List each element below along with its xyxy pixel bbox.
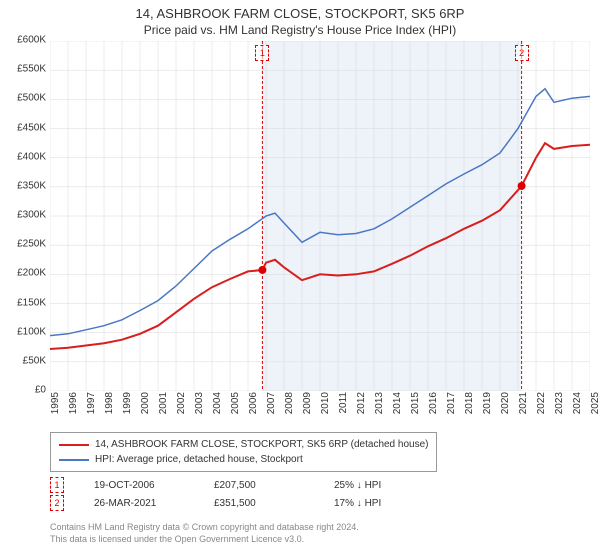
x-tick-label: 2014: [392, 392, 403, 414]
marker-label: 2: [515, 45, 529, 61]
chart-container: 14, ASHBROOK FARM CLOSE, STOCKPORT, SK5 …: [0, 0, 600, 560]
y-tick-label: £250K: [17, 239, 46, 250]
x-tick-label: 1999: [122, 392, 133, 414]
legend-swatch: [59, 459, 89, 461]
footer-line1: Contains HM Land Registry data © Crown c…: [50, 522, 359, 534]
legend-swatch: [59, 444, 89, 446]
footer-line2: This data is licensed under the Open Gov…: [50, 534, 359, 546]
x-tick-label: 2009: [302, 392, 313, 414]
x-tick-label: 2023: [554, 392, 565, 414]
y-tick-label: £0: [35, 385, 46, 396]
x-tick-label: 1998: [104, 392, 115, 414]
x-tick-label: 1996: [68, 392, 79, 414]
footer-attribution: Contains HM Land Registry data © Crown c…: [50, 522, 359, 545]
legend-row: HPI: Average price, detached house, Stoc…: [59, 452, 428, 467]
legend: 14, ASHBROOK FARM CLOSE, STOCKPORT, SK5 …: [50, 432, 437, 472]
sale-date: 19-OCT-2006: [94, 480, 184, 491]
x-tick-label: 2000: [140, 392, 151, 414]
sale-row: 2 26-MAR-2021 £351,500 17% ↓ HPI: [50, 494, 424, 512]
sale-row: 1 19-OCT-2006 £207,500 25% ↓ HPI: [50, 476, 424, 494]
y-tick-label: £150K: [17, 297, 46, 308]
sale-price: £207,500: [214, 480, 304, 491]
x-tick-label: 2019: [482, 392, 493, 414]
sales-table: 1 19-OCT-2006 £207,500 25% ↓ HPI 2 26-MAR-202…: [50, 476, 424, 512]
x-tick-label: 2010: [320, 392, 331, 414]
sale-delta: 17% ↓ HPI: [334, 498, 424, 509]
x-tick-label: 2024: [572, 392, 583, 414]
chart-svg: [50, 41, 590, 391]
x-tick-label: 2017: [446, 392, 457, 414]
marker-label: 1: [255, 45, 269, 61]
legend-row: 14, ASHBROOK FARM CLOSE, STOCKPORT, SK5 …: [59, 437, 428, 452]
legend-label: 14, ASHBROOK FARM CLOSE, STOCKPORT, SK5 …: [95, 437, 428, 452]
sale-delta: 25% ↓ HPI: [334, 480, 424, 491]
y-tick-label: £400K: [17, 151, 46, 162]
sale-price: £351,500: [214, 498, 304, 509]
y-tick-label: £350K: [17, 180, 46, 191]
x-tick-label: 2005: [230, 392, 241, 414]
x-tick-label: 1997: [86, 392, 97, 414]
x-tick-label: 2002: [176, 392, 187, 414]
x-tick-label: 2018: [464, 392, 475, 414]
x-tick-label: 2015: [410, 392, 421, 414]
x-tick-label: 2016: [428, 392, 439, 414]
y-axis-labels: £0£50K£100K£150K£200K£250K£300K£350K£400…: [0, 40, 48, 390]
x-tick-label: 2006: [248, 392, 259, 414]
x-tick-label: 2008: [284, 392, 295, 414]
y-tick-label: £50K: [23, 355, 46, 366]
x-tick-label: 2025: [590, 392, 600, 414]
sale-date: 26-MAR-2021: [94, 498, 184, 509]
x-tick-label: 2001: [158, 392, 169, 414]
y-tick-label: £450K: [17, 122, 46, 133]
sale-marker-num: 2: [50, 495, 64, 511]
chart-subtitle: Price paid vs. HM Land Registry's House …: [0, 23, 600, 41]
x-tick-label: 2013: [374, 392, 385, 414]
x-tick-label: 2007: [266, 392, 277, 414]
x-tick-label: 2021: [518, 392, 529, 414]
y-tick-label: £500K: [17, 93, 46, 104]
x-tick-label: 2003: [194, 392, 205, 414]
y-tick-label: £550K: [17, 64, 46, 75]
y-tick-label: £600K: [17, 35, 46, 46]
chart-title: 14, ASHBROOK FARM CLOSE, STOCKPORT, SK5 …: [0, 0, 600, 23]
x-tick-label: 2012: [356, 392, 367, 414]
x-tick-label: 2011: [338, 392, 349, 414]
x-tick-label: 2004: [212, 392, 223, 414]
y-tick-label: £300K: [17, 210, 46, 221]
chart-plot-area: 12: [50, 41, 590, 391]
x-tick-label: 2022: [536, 392, 547, 414]
x-axis-labels: 1995 1996 1997 1998 1999 2000 2001 2002 2003 2004…: [50, 392, 590, 432]
sale-marker-num: 1: [50, 477, 64, 493]
x-tick-label: 2020: [500, 392, 511, 414]
legend-label: HPI: Average price, detached house, Stoc…: [95, 452, 303, 467]
x-tick-label: 1995: [50, 392, 61, 414]
y-tick-label: £100K: [17, 326, 46, 337]
y-tick-label: £200K: [17, 268, 46, 279]
